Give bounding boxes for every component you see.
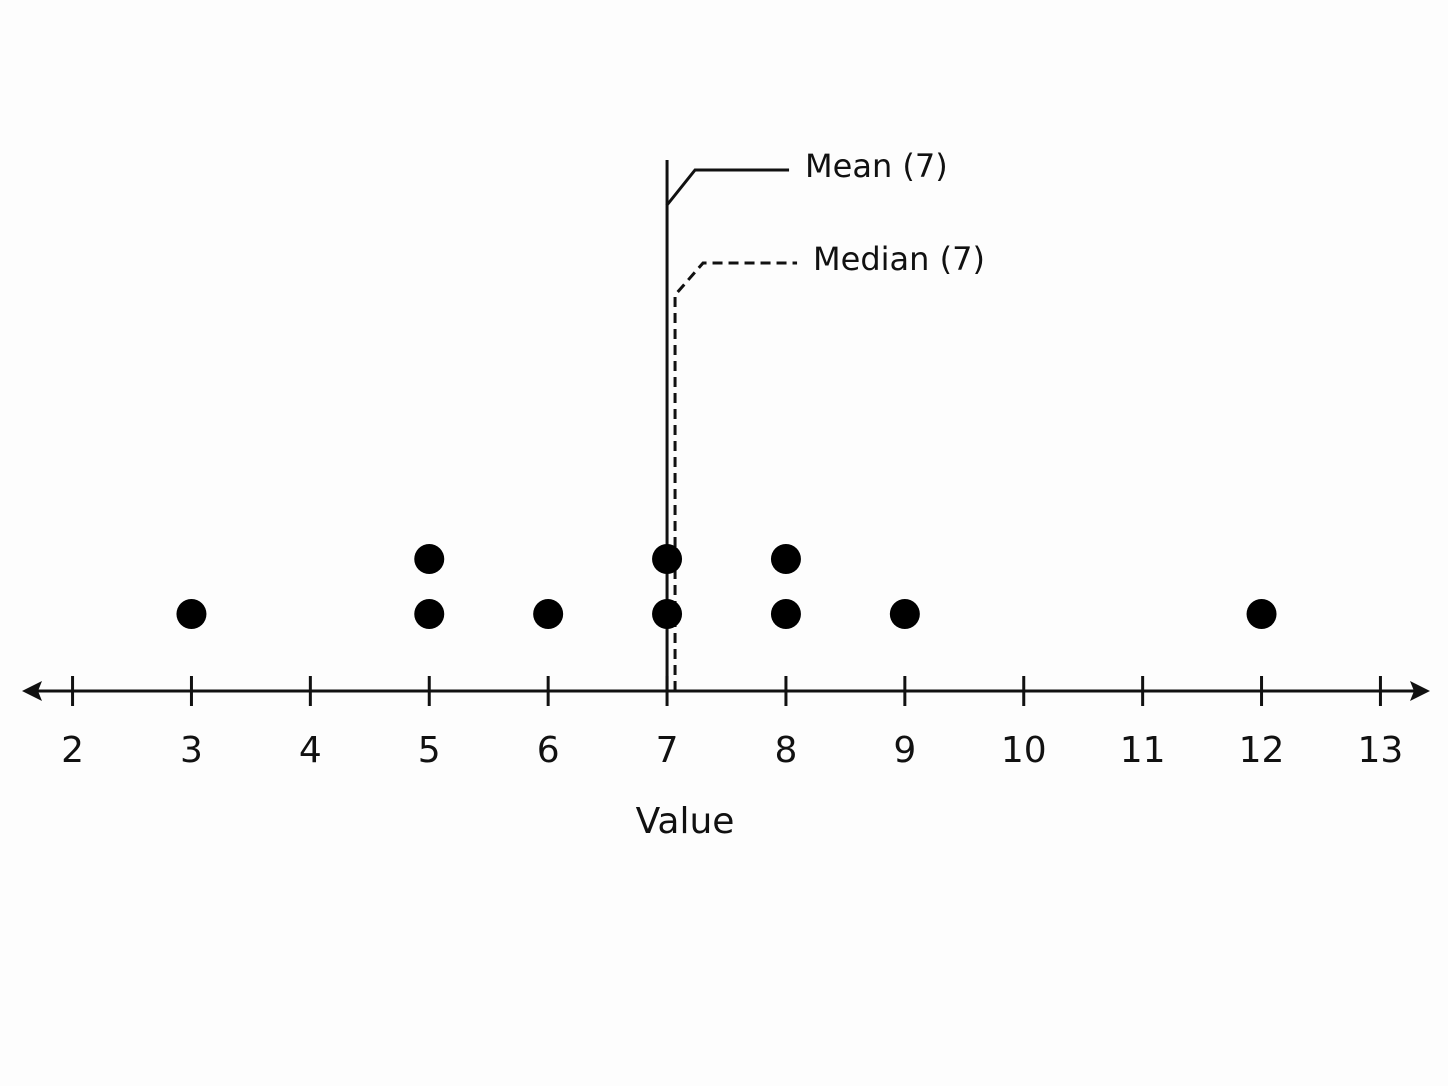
dot	[414, 599, 445, 629]
x-tick-label: 13	[1358, 730, 1404, 771]
x-tick-label: 10	[1001, 730, 1047, 771]
axis-arrow-right	[1410, 681, 1430, 701]
x-tick-label: 6	[537, 730, 560, 771]
dot	[652, 599, 683, 629]
x-tick-label: 3	[180, 730, 203, 771]
annotation-label: Mean (7)	[805, 147, 948, 185]
x-tick-label: 7	[656, 730, 679, 771]
axis-arrow-left	[22, 681, 42, 701]
dot	[176, 599, 207, 629]
dot	[770, 599, 801, 629]
x-tick-label: 8	[774, 730, 797, 771]
dot	[414, 544, 445, 574]
dot	[1246, 599, 1277, 629]
x-tick-label: 4	[299, 730, 322, 771]
dot	[889, 599, 920, 629]
dot	[652, 544, 683, 574]
annotation-line	[673, 261, 798, 691]
x-tick-label: 12	[1239, 730, 1285, 771]
annotation-label: Median (7)	[813, 240, 985, 278]
x-tick-label: 5	[418, 730, 441, 771]
x-axis-label: Value	[636, 801, 735, 842]
x-tick-label: 2	[61, 730, 84, 771]
dot	[533, 599, 564, 629]
annotation-line	[665, 168, 790, 691]
dot	[770, 544, 801, 574]
x-tick-label: 9	[893, 730, 916, 771]
x-tick-label: 11	[1120, 730, 1166, 771]
